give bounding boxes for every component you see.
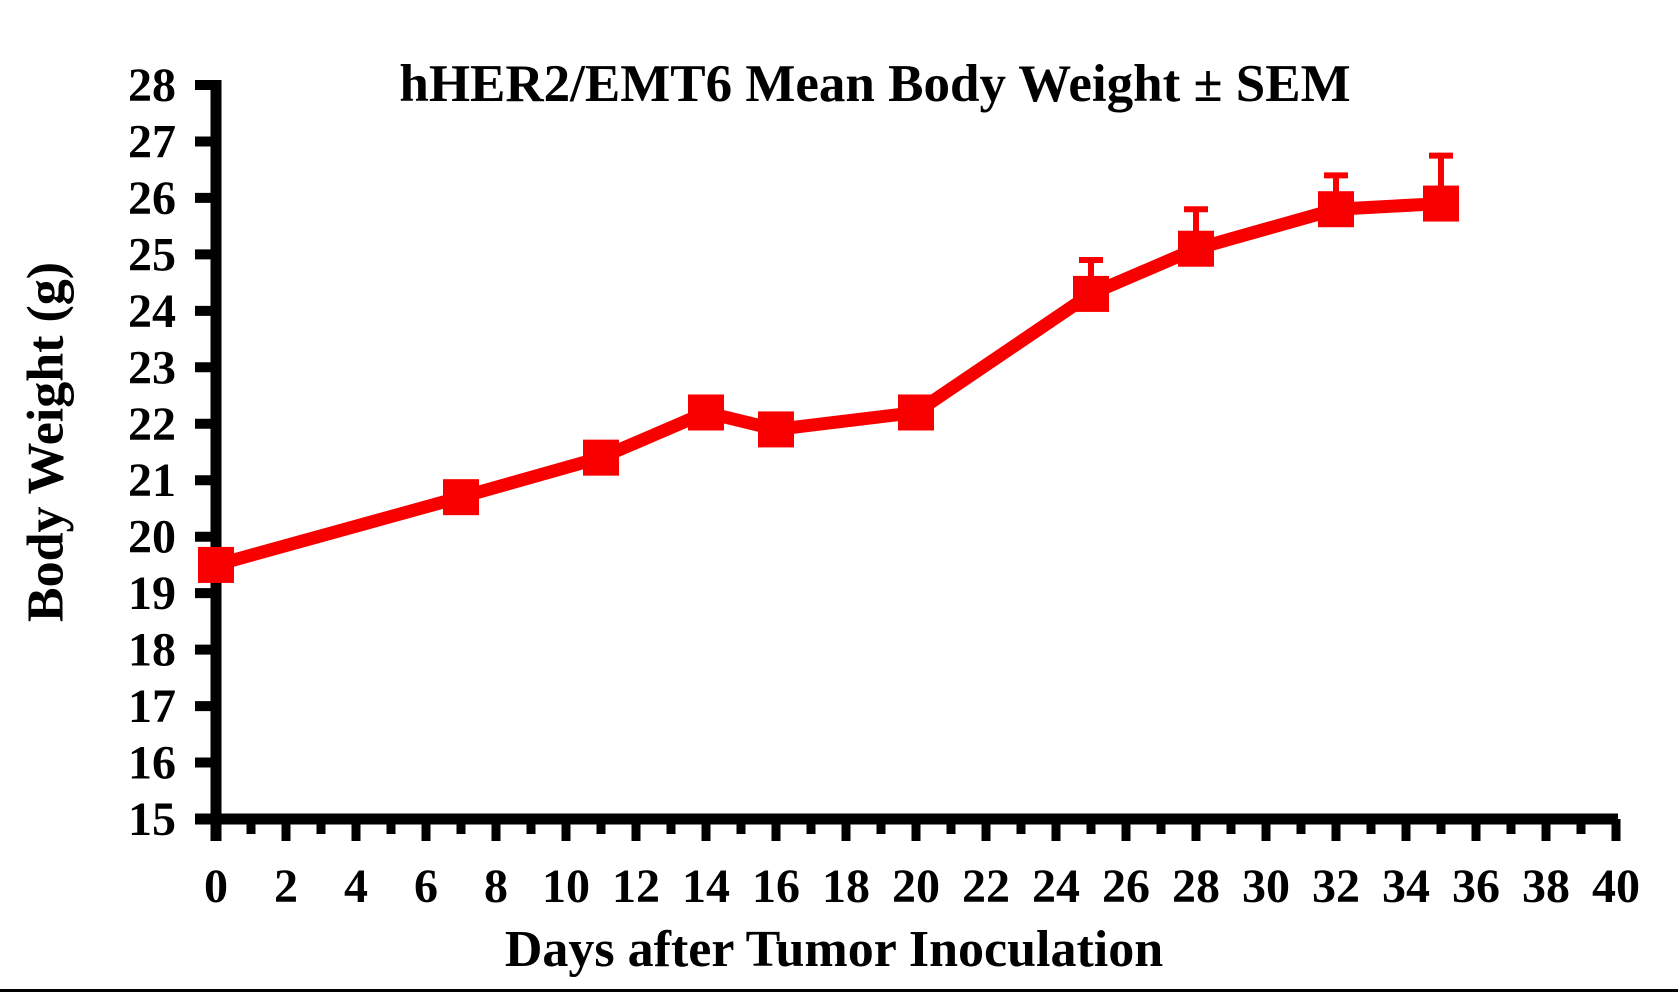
x-tick-label: 10 (542, 860, 590, 913)
data-point-marker (688, 394, 724, 431)
x-tick-label: 2 (274, 860, 298, 913)
x-axis-title: Days after Tumor Inoculation (504, 921, 1164, 978)
series-line (214, 197, 1442, 572)
y-tick-label: 15 (128, 793, 176, 846)
data-point-marker (1073, 275, 1109, 312)
y-tick-label: 19 (128, 567, 176, 620)
x-tick-label: 20 (892, 860, 940, 913)
data-point-marker (198, 546, 234, 583)
data-point-marker (1178, 230, 1214, 267)
y-tick-label: 24 (128, 285, 176, 338)
x-tick-label: 36 (1452, 860, 1500, 913)
y-tick-label: 28 (128, 59, 176, 112)
data-point-marker (758, 411, 794, 448)
x-tick-label: 32 (1312, 860, 1360, 913)
data-point-marker (1423, 185, 1459, 222)
y-tick-label: 27 (128, 115, 176, 168)
x-tick-label: 0 (204, 860, 228, 913)
data-point-marker (443, 479, 479, 516)
y-tick-label: 21 (128, 454, 176, 507)
y-tick-label: 18 (128, 624, 176, 677)
y-tick-label: 16 (128, 737, 176, 790)
y-axis-title: Body Weight (g) (17, 261, 75, 623)
x-tick-label: 24 (1032, 860, 1080, 913)
x-tick-label: 26 (1102, 860, 1150, 913)
y-tick-label: 23 (128, 341, 176, 394)
x-tick-label: 12 (612, 860, 660, 913)
data-point-marker (898, 394, 934, 431)
y-tick-label: 25 (128, 228, 176, 281)
bottom-border-line (0, 989, 1678, 992)
x-tick-label: 30 (1242, 860, 1290, 913)
x-tick-label: 22 (962, 860, 1010, 913)
x-tick-label: 18 (822, 860, 870, 913)
y-tick-label: 20 (128, 511, 176, 564)
x-tick-label: 8 (484, 860, 508, 913)
x-tick-label: 4 (344, 860, 368, 913)
chart-title: hHER2/EMT6 Mean Body Weight ± SEM (399, 55, 1351, 113)
x-tick-label: 16 (752, 860, 800, 913)
data-point-marker (1318, 191, 1354, 228)
x-tick-label: 38 (1522, 860, 1570, 913)
x-tick-label: 28 (1172, 860, 1220, 913)
y-tick-label: 26 (128, 172, 176, 225)
data-point-marker (583, 439, 619, 476)
x-tick-label: 14 (682, 860, 730, 913)
x-tick-label: 40 (1592, 860, 1640, 913)
y-tick-label: 17 (128, 680, 176, 733)
x-tick-label: 34 (1382, 860, 1430, 913)
x-tick-label: 6 (414, 860, 438, 913)
y-tick-label: 22 (128, 398, 176, 451)
